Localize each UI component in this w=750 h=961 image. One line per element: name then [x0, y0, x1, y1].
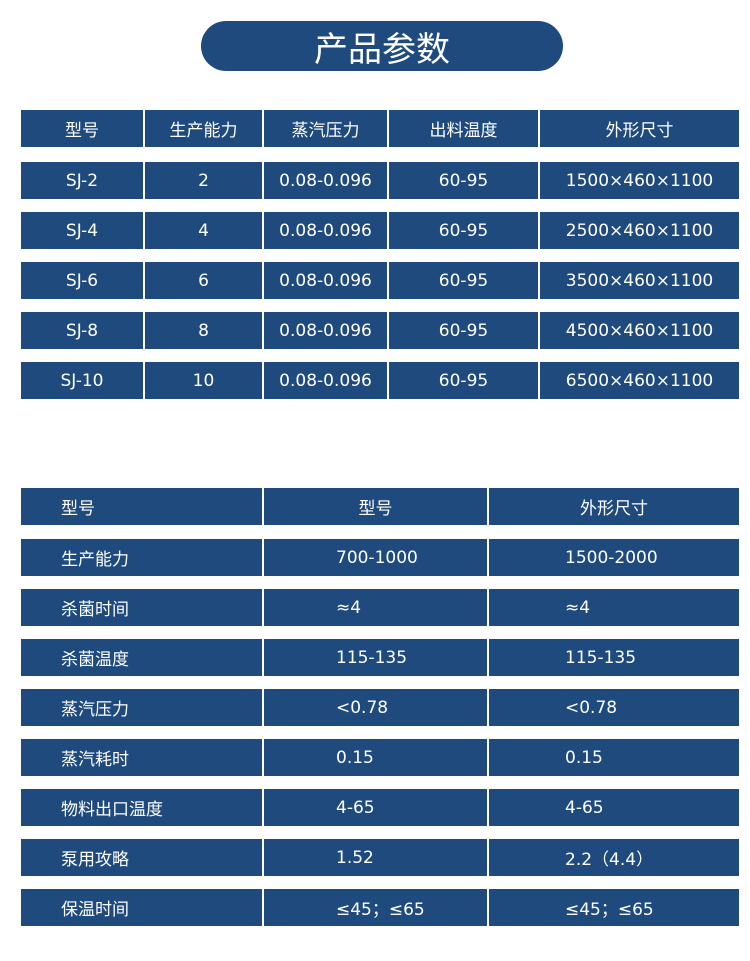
- table-cell: 115-135: [264, 639, 487, 676]
- page-title: 产品参数: [201, 21, 563, 71]
- table-cell: ≈4: [264, 589, 487, 626]
- table-cell: 保温时间: [21, 889, 262, 926]
- table-cell: 60-95: [389, 262, 538, 299]
- table-row: 杀菌温度 115-135 115-135: [21, 639, 739, 676]
- table-cell: 115-135: [489, 639, 739, 676]
- table-cell: 0.08-0.096: [264, 162, 387, 199]
- table-cell: SJ-2: [21, 162, 143, 199]
- table-cell: 2.2（4.4）: [489, 839, 739, 876]
- table-row: SJ-10 10 0.08-0.096 60-95 6500×460×1100: [21, 362, 739, 399]
- table-cell: 3500×460×1100: [540, 262, 739, 299]
- table-cell: 0.08-0.096: [264, 312, 387, 349]
- table-cell: 4-65: [489, 789, 739, 826]
- table-cell: 4: [145, 212, 262, 249]
- table-cell: 0.08-0.096: [264, 262, 387, 299]
- table-cell: 0.08-0.096: [264, 362, 387, 399]
- table-cell: 60-95: [389, 312, 538, 349]
- header-cell: 型号: [21, 488, 262, 525]
- header-cell: 型号: [21, 110, 143, 147]
- table-cell: 1500×460×1100: [540, 162, 739, 199]
- table-cell: <0.78: [489, 689, 739, 726]
- table-row: 生产能力 700-1000 1500-2000: [21, 539, 739, 576]
- table-header-row: 型号 生产能力 蒸汽压力 出料温度 外形尺寸: [21, 110, 739, 147]
- table-cell: 杀菌温度: [21, 639, 262, 676]
- table-cell: SJ-10: [21, 362, 143, 399]
- table-cell: 6500×460×1100: [540, 362, 739, 399]
- table-cell: <0.78: [264, 689, 487, 726]
- table-cell: 2500×460×1100: [540, 212, 739, 249]
- table-row: SJ-4 4 0.08-0.096 60-95 2500×460×1100: [21, 212, 739, 249]
- table-cell: 0.15: [489, 739, 739, 776]
- header-cell: 型号: [264, 488, 487, 525]
- table-cell: ≤45；≤65: [264, 889, 487, 926]
- table-cell: SJ-8: [21, 312, 143, 349]
- table-cell: SJ-4: [21, 212, 143, 249]
- header-cell: 蒸汽压力: [264, 110, 387, 147]
- header-cell: 外形尺寸: [489, 488, 739, 525]
- table-cell: 0.08-0.096: [264, 212, 387, 249]
- table-cell: SJ-6: [21, 262, 143, 299]
- table-cell: 泵用攻略: [21, 839, 262, 876]
- table-cell: 1.52: [264, 839, 487, 876]
- table-row: SJ-6 6 0.08-0.096 60-95 3500×460×1100: [21, 262, 739, 299]
- table-cell: 60-95: [389, 212, 538, 249]
- table-row: 蒸汽耗时 0.15 0.15: [21, 739, 739, 776]
- table-cell: 60-95: [389, 362, 538, 399]
- table-header-row: 型号 型号 外形尺寸: [21, 488, 739, 525]
- table-cell: 6: [145, 262, 262, 299]
- table-row: SJ-8 8 0.08-0.096 60-95 4500×460×1100: [21, 312, 739, 349]
- table-cell: 物料出口温度: [21, 789, 262, 826]
- table-row: 泵用攻略 1.52 2.2（4.4）: [21, 839, 739, 876]
- table-row: 保温时间 ≤45；≤65 ≤45；≤65: [21, 889, 739, 926]
- table-cell: 700-1000: [264, 539, 487, 576]
- table-row: 杀菌时间 ≈4 ≈4: [21, 589, 739, 626]
- table-cell: 60-95: [389, 162, 538, 199]
- table-cell: ≤45；≤65: [489, 889, 739, 926]
- header-cell: 生产能力: [145, 110, 262, 147]
- table-cell: 蒸汽耗时: [21, 739, 262, 776]
- table-row: 蒸汽压力 <0.78 <0.78: [21, 689, 739, 726]
- table-cell: 4500×460×1100: [540, 312, 739, 349]
- table-row: SJ-2 2 0.08-0.096 60-95 1500×460×1100: [21, 162, 739, 199]
- header-cell: 外形尺寸: [540, 110, 739, 147]
- table-cell: 蒸汽压力: [21, 689, 262, 726]
- header-cell: 出料温度: [389, 110, 538, 147]
- table-row: 物料出口温度 4-65 4-65: [21, 789, 739, 826]
- table-cell: 生产能力: [21, 539, 262, 576]
- table-cell: 8: [145, 312, 262, 349]
- table-cell: 杀菌时间: [21, 589, 262, 626]
- table-cell: 10: [145, 362, 262, 399]
- table-cell: 1500-2000: [489, 539, 739, 576]
- table-cell: 0.15: [264, 739, 487, 776]
- table-cell: 4-65: [264, 789, 487, 826]
- table-cell: 2: [145, 162, 262, 199]
- table-cell: ≈4: [489, 589, 739, 626]
